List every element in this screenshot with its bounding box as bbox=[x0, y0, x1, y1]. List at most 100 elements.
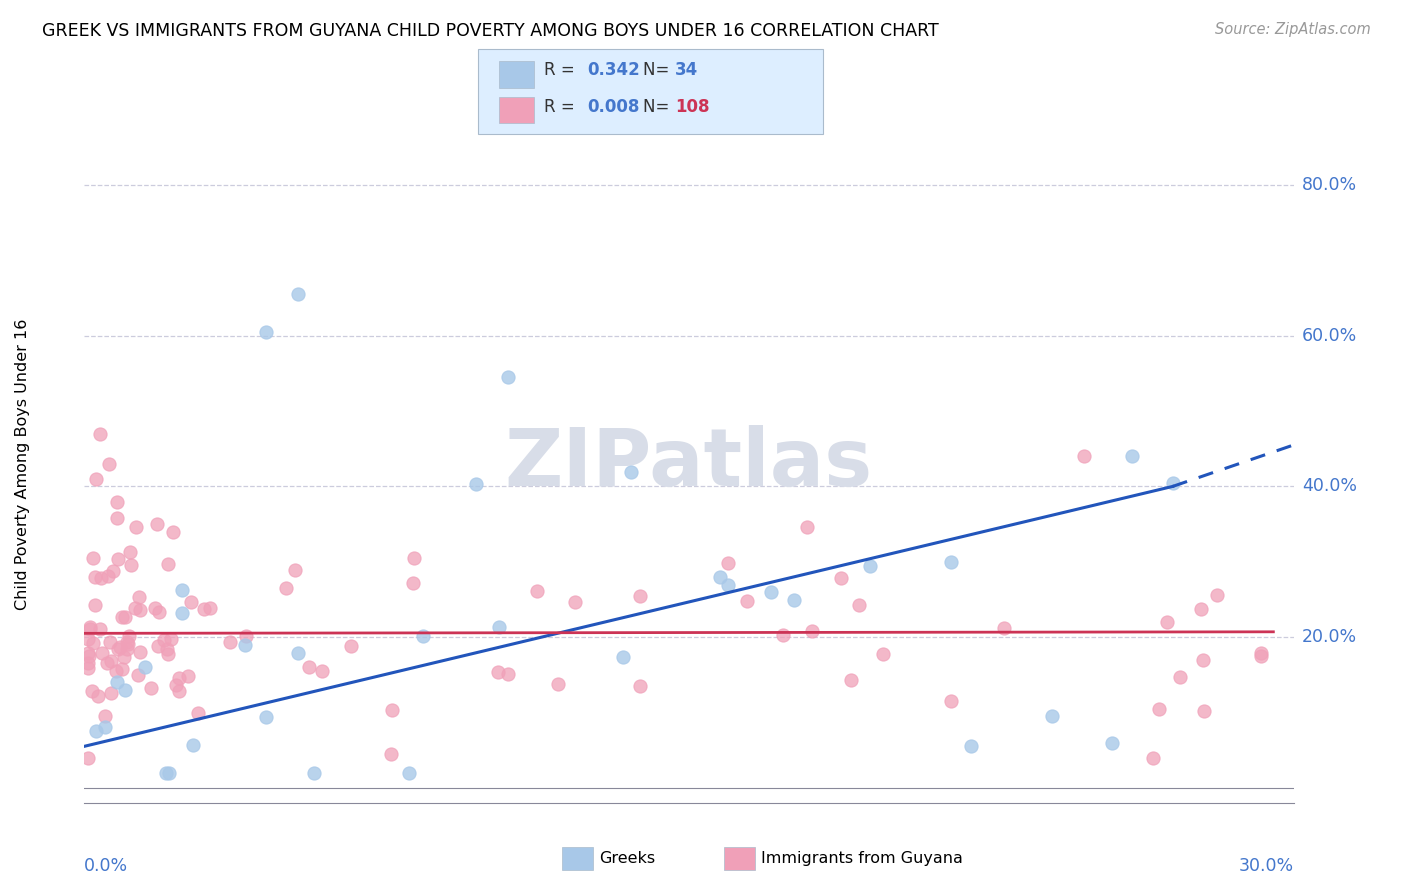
Point bbox=[141, 681, 163, 695]
Point bbox=[1156, 615, 1178, 629]
Point bbox=[496, 666, 519, 681]
Point bbox=[274, 582, 297, 596]
Point bbox=[412, 630, 434, 644]
Text: 0.008: 0.008 bbox=[588, 97, 640, 116]
Text: N=: N= bbox=[643, 62, 673, 79]
Point bbox=[115, 635, 138, 649]
Point bbox=[287, 646, 309, 660]
Point bbox=[486, 665, 509, 679]
Point bbox=[156, 642, 179, 657]
Point bbox=[340, 639, 363, 653]
Point bbox=[709, 570, 731, 584]
Point bbox=[311, 664, 333, 678]
Point bbox=[496, 370, 519, 384]
Text: 80.0%: 80.0% bbox=[1302, 176, 1357, 194]
Point bbox=[402, 550, 425, 565]
Point bbox=[159, 632, 181, 646]
Point bbox=[118, 629, 141, 643]
Point bbox=[187, 706, 209, 720]
Point bbox=[235, 629, 257, 643]
Point bbox=[83, 598, 105, 612]
Point bbox=[100, 654, 122, 668]
Point bbox=[177, 669, 200, 683]
Point bbox=[148, 639, 170, 653]
Point bbox=[96, 657, 118, 671]
Point bbox=[381, 703, 404, 717]
Point bbox=[526, 583, 548, 598]
Point bbox=[628, 680, 651, 694]
Point bbox=[128, 591, 150, 605]
Point bbox=[298, 659, 321, 673]
Point bbox=[1250, 648, 1272, 663]
Point bbox=[302, 765, 325, 780]
Text: Immigrants from Guyana: Immigrants from Guyana bbox=[761, 852, 963, 866]
Point bbox=[157, 765, 180, 780]
Point bbox=[90, 646, 112, 660]
Point bbox=[960, 739, 983, 754]
Text: ZIPatlas: ZIPatlas bbox=[505, 425, 873, 503]
Point bbox=[114, 610, 136, 624]
Point bbox=[796, 520, 818, 534]
Text: 30.0%: 30.0% bbox=[1239, 857, 1294, 875]
Point bbox=[1192, 653, 1215, 667]
Point bbox=[86, 472, 108, 486]
Point bbox=[120, 558, 142, 573]
Point bbox=[1121, 450, 1143, 464]
Text: Child Poverty Among Boys Under 16: Child Poverty Among Boys Under 16 bbox=[15, 318, 30, 609]
Point bbox=[1192, 705, 1215, 719]
Point bbox=[830, 571, 852, 585]
Point bbox=[125, 520, 148, 534]
Point bbox=[839, 673, 862, 687]
Point bbox=[129, 603, 152, 617]
Point bbox=[717, 557, 740, 571]
Text: Greeks: Greeks bbox=[599, 852, 655, 866]
Point bbox=[79, 622, 101, 636]
Point bbox=[254, 325, 277, 339]
Text: 0.0%: 0.0% bbox=[84, 857, 128, 875]
Point bbox=[77, 646, 100, 660]
Point bbox=[172, 606, 194, 620]
Point bbox=[129, 645, 152, 659]
Point bbox=[628, 589, 651, 603]
Point bbox=[115, 641, 138, 656]
Point bbox=[77, 649, 100, 664]
Point bbox=[564, 595, 586, 609]
Point bbox=[124, 601, 146, 615]
Text: 60.0%: 60.0% bbox=[1302, 326, 1357, 345]
Point bbox=[172, 582, 194, 597]
Point bbox=[77, 657, 100, 671]
Point bbox=[1170, 671, 1192, 685]
Point bbox=[772, 628, 794, 642]
Text: 20.0%: 20.0% bbox=[1302, 628, 1357, 646]
Point bbox=[1161, 475, 1184, 490]
Point bbox=[79, 620, 101, 634]
Point bbox=[107, 552, 129, 566]
Point bbox=[118, 544, 141, 558]
Point bbox=[717, 578, 740, 592]
Point bbox=[219, 635, 242, 649]
Point bbox=[80, 684, 103, 698]
Point bbox=[77, 661, 100, 675]
Point bbox=[547, 677, 569, 691]
Point bbox=[134, 660, 156, 674]
Point bbox=[103, 564, 125, 578]
Text: GREEK VS IMMIGRANTS FROM GUYANA CHILD POVERTY AMONG BOYS UNDER 16 CORRELATION CH: GREEK VS IMMIGRANTS FROM GUYANA CHILD PO… bbox=[42, 22, 939, 40]
Point bbox=[1147, 702, 1170, 716]
Point bbox=[620, 465, 643, 479]
Point bbox=[939, 694, 962, 708]
Point bbox=[110, 640, 132, 655]
Point bbox=[200, 601, 222, 615]
Text: 108: 108 bbox=[675, 97, 710, 116]
Point bbox=[167, 683, 190, 698]
Text: Source: ZipAtlas.com: Source: ZipAtlas.com bbox=[1215, 22, 1371, 37]
Point bbox=[254, 709, 277, 723]
Point bbox=[86, 689, 108, 703]
Point bbox=[146, 517, 169, 532]
Point bbox=[872, 647, 894, 661]
Point bbox=[98, 635, 121, 649]
Point bbox=[114, 682, 136, 697]
Point bbox=[180, 595, 202, 609]
Point bbox=[801, 624, 824, 638]
Point bbox=[82, 635, 104, 649]
Point bbox=[148, 605, 170, 619]
